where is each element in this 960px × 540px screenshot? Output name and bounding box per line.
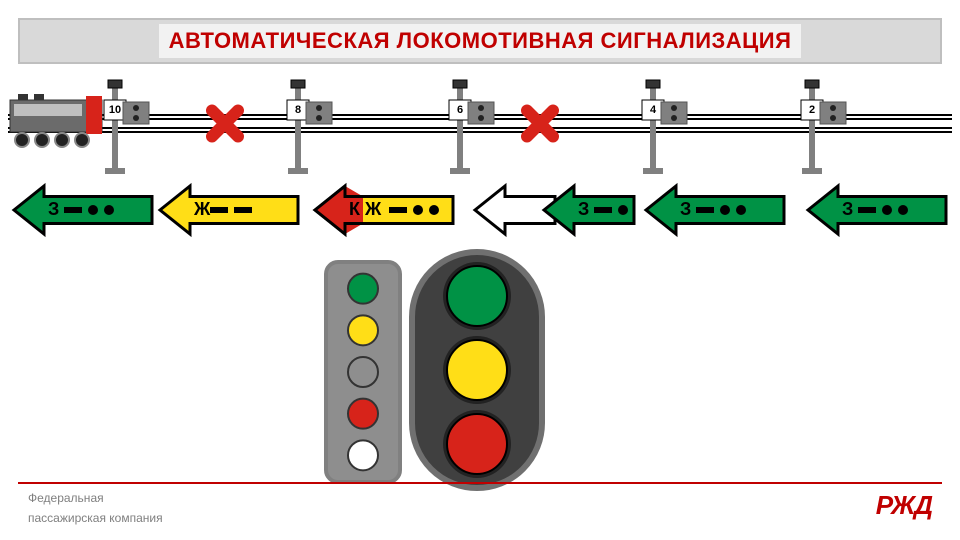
- svg-text:К Ж: К Ж: [349, 199, 382, 219]
- svg-text:З: З: [578, 199, 589, 219]
- svg-text:Ж: Ж: [193, 199, 211, 219]
- footer-line2: пассажирская компания: [28, 511, 163, 525]
- footer: Федеральная пассажирская компания РЖД: [0, 482, 960, 528]
- footer-divider: [18, 482, 942, 484]
- svg-text:З: З: [680, 199, 691, 219]
- svg-text:10: 10: [109, 104, 121, 116]
- footer-company: Федеральная пассажирская компания: [28, 485, 163, 526]
- svg-text:З: З: [842, 199, 853, 219]
- svg-text:6: 6: [457, 104, 463, 116]
- svg-text:4: 4: [650, 104, 657, 116]
- footer-line1: Федеральная: [28, 491, 163, 505]
- svg-text:2: 2: [809, 104, 815, 116]
- svg-text:З: З: [48, 199, 59, 219]
- rzd-logo: РЖД: [876, 490, 932, 521]
- svg-text:8: 8: [295, 104, 301, 116]
- diagram-canvas: 10 8 6 4 2 З Ж К Ж З З З: [0, 0, 960, 540]
